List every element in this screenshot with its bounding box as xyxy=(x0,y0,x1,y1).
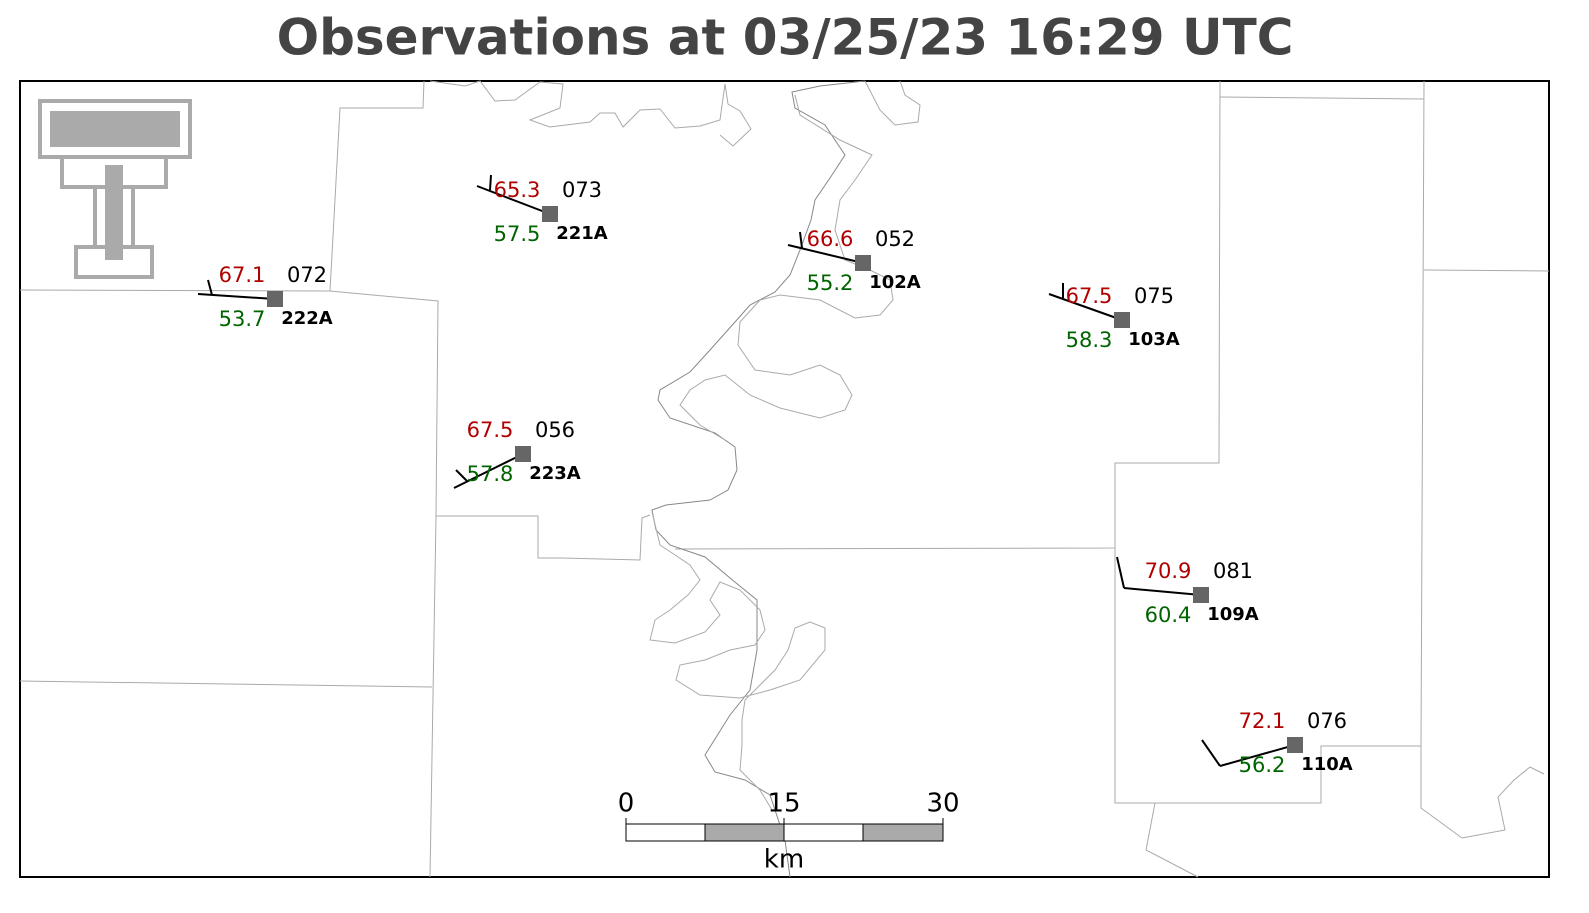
station-marker xyxy=(267,291,283,307)
station-id: 109A xyxy=(1207,604,1259,625)
dewpoint: 55.2 xyxy=(807,271,854,295)
station-id: 110A xyxy=(1301,754,1353,775)
scale-bar: 0 15 30 km xyxy=(618,789,960,875)
station-plots: 67.1 072 53.7 222A 65.3 073 57.5 221A 66.6 052 55.… xyxy=(219,178,1353,777)
temperature: 70.9 xyxy=(1145,559,1192,583)
temperature: 67.1 xyxy=(219,263,266,287)
dewpoint: 57.8 xyxy=(467,462,514,486)
dewpoint: 53.7 xyxy=(219,307,266,331)
station-id: 221A xyxy=(556,223,608,244)
title: Observations at 03/25/23 16:29 UTC xyxy=(277,9,1294,67)
scale-label: 15 xyxy=(767,789,800,819)
station-id: 223A xyxy=(529,463,581,484)
station-id: 102A xyxy=(869,272,921,293)
temperature: 67.5 xyxy=(467,418,514,442)
pressure: 081 xyxy=(1213,559,1253,583)
dewpoint: 58.3 xyxy=(1066,328,1113,352)
wind-barbs xyxy=(197,174,1296,767)
temperature: 72.1 xyxy=(1239,709,1286,733)
temperature: 66.6 xyxy=(807,227,854,251)
dewpoint: 60.4 xyxy=(1145,603,1192,627)
dewpoint: 56.2 xyxy=(1239,753,1286,777)
pressure: 073 xyxy=(562,178,602,202)
scale-label: 30 xyxy=(926,789,959,819)
pressure: 056 xyxy=(535,418,575,442)
station-marker xyxy=(855,255,871,271)
station-marker xyxy=(515,446,531,462)
logo xyxy=(38,99,192,279)
dewpoint: 57.5 xyxy=(494,222,541,246)
station-marker xyxy=(1193,587,1209,603)
temperature: 65.3 xyxy=(494,178,541,202)
pressure: 072 xyxy=(287,263,327,287)
pressure: 076 xyxy=(1307,709,1347,733)
scale-label: 0 xyxy=(618,789,635,819)
temperature: 67.5 xyxy=(1066,284,1113,308)
station-marker xyxy=(1287,737,1303,753)
station-id: 222A xyxy=(281,308,333,329)
scale-unit: km xyxy=(764,845,804,875)
station-id: 103A xyxy=(1128,329,1180,350)
pressure: 075 xyxy=(1134,284,1174,308)
pressure: 052 xyxy=(875,227,915,251)
station-marker xyxy=(1114,312,1130,328)
station-marker xyxy=(542,206,558,222)
